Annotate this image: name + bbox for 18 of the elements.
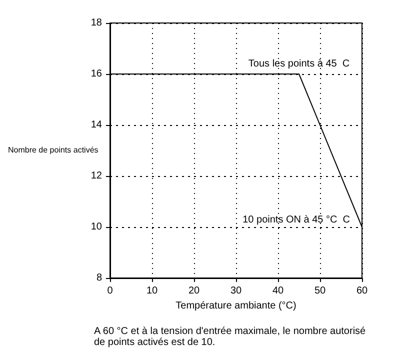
x-tick-label: 20	[188, 286, 200, 296]
y-tick-label: 14	[90, 120, 102, 130]
y-tick-label: 8	[96, 272, 102, 284]
x-tick-label: 40	[272, 286, 284, 296]
y-axis-title: Nombre de points activés	[8, 146, 98, 154]
y-tick-label: 10	[90, 222, 102, 232]
x-tick-label: 30	[230, 286, 242, 296]
y-tick-label: 16	[90, 68, 102, 80]
y-tick-label: 12	[90, 170, 102, 182]
x-tick-label: 0	[107, 286, 114, 296]
y-tick-label: 18	[90, 18, 102, 28]
x-axis-title: Température ambiante (°C)	[176, 300, 296, 312]
annotation: Tous les points à 45 C	[248, 58, 350, 70]
annotation: 10 points ON à 45 °C C	[242, 214, 350, 226]
x-tick-label: 60	[356, 286, 368, 296]
x-tick-label: 50	[314, 286, 326, 296]
text: A 60 °C et à la tension d'entrée maximale, le nombre autorisé de points activés est de 10.	[94, 326, 368, 348]
x-tick-label: 10	[146, 286, 158, 296]
